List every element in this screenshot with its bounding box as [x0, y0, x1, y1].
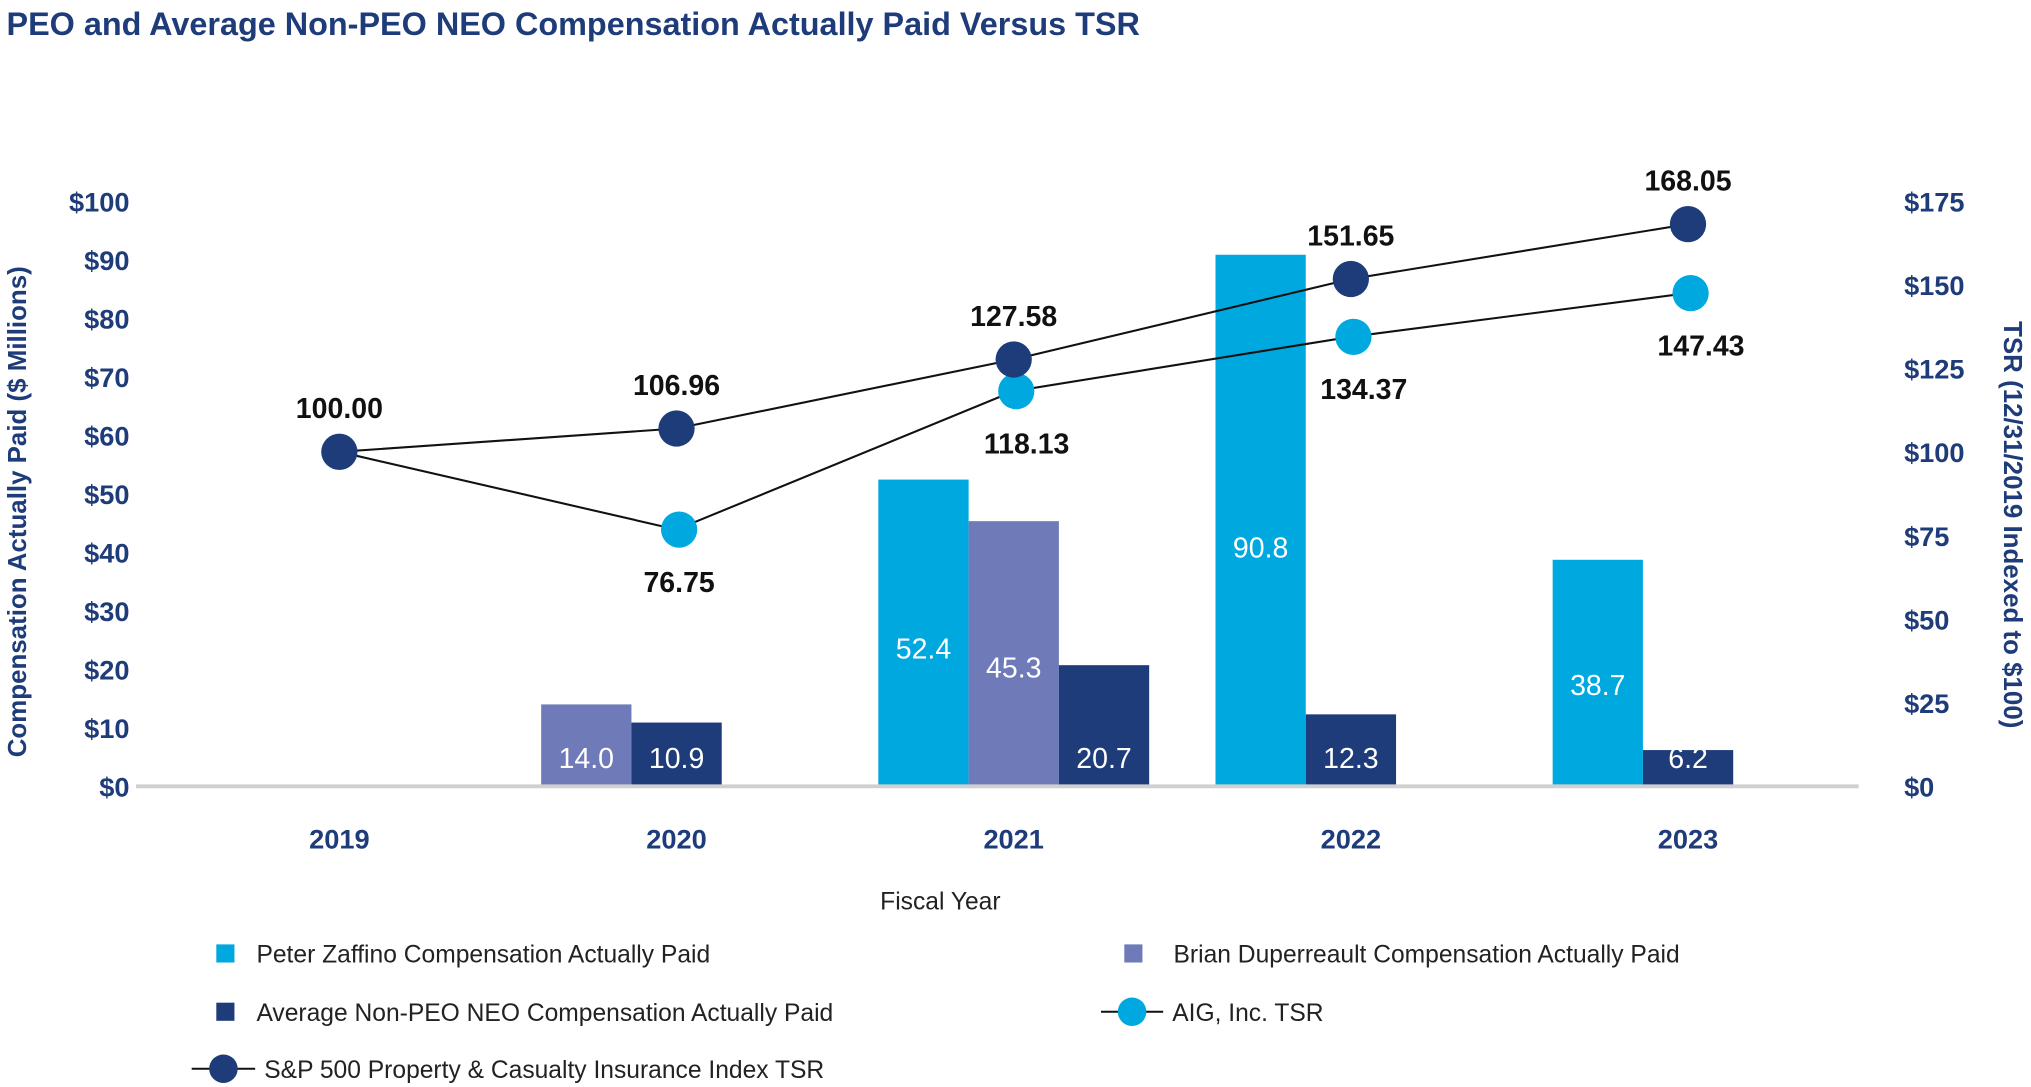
bar: [1642, 750, 1734, 787]
line-path: [339, 223, 1689, 453]
legend-swatch: [1124, 944, 1143, 963]
line-point: [1335, 318, 1372, 355]
x-tick-label: 2019: [309, 824, 369, 855]
right-tick-label: $25: [1904, 688, 1949, 719]
line-point: [1672, 275, 1709, 312]
left-tick-label: $50: [84, 479, 129, 510]
point-label: 168.05: [1644, 165, 1731, 197]
bars: 14.0 10.9 52.4 45.3 20.7 90.8 12.3 38.7 6.2: [541, 254, 1734, 787]
line-point: [995, 341, 1032, 378]
legend-marker: [1117, 997, 1147, 1026]
x-tick-label: 2020: [646, 824, 706, 855]
bar: [631, 722, 722, 787]
left-tick-label: $0: [99, 772, 129, 803]
point-label: 151.65: [1307, 220, 1394, 252]
legend-swatch: [216, 944, 235, 963]
line-point: [658, 410, 695, 447]
right-tick-label: $0: [1904, 772, 1934, 803]
legend-label: Average Non-PEO NEO Compensation Actuall…: [256, 1000, 833, 1027]
left-tick-label: $10: [84, 713, 129, 744]
left-tick-label: $80: [84, 303, 129, 334]
bar-label: 12.3: [1323, 743, 1378, 775]
left-tick-label: $60: [84, 420, 129, 451]
x-tick-label: 2021: [983, 824, 1043, 855]
x-axis-ticks: 2019 2020 2021 2022 2023: [309, 824, 1718, 855]
bar-label: 20.7: [1076, 743, 1131, 775]
bar: [1305, 714, 1397, 787]
tsr-lines: 76.75 118.13 134.37 147.43 100.00 106.96 127.5…: [296, 165, 1745, 598]
legend: Peter Zaffino Compensation Actually Paid…: [191, 942, 1680, 1084]
legend-label: Peter Zaffino Compensation Actually Paid: [256, 942, 710, 969]
bar: [541, 704, 632, 787]
point-label: 134.37: [1320, 374, 1407, 406]
left-tick-label: $30: [84, 596, 129, 627]
left-axis-title: Compensation Actually Paid ($ Millions): [4, 266, 32, 757]
x-tick-label: 2023: [1658, 824, 1718, 855]
line-point: [321, 433, 358, 470]
bar: [1058, 665, 1150, 787]
legend-label: S&P 500 Property & Casualty Insurance In…: [264, 1057, 824, 1084]
right-tick-label: $150: [1904, 270, 1964, 301]
right-tick-label: $50: [1904, 604, 1949, 635]
point-label: 100.00: [296, 393, 383, 425]
left-tick-label: $40: [84, 538, 129, 569]
left-tick-label: $90: [84, 245, 129, 276]
bar-label: 90.8: [1233, 533, 1288, 565]
left-axis-ticks: $0 $10 $20 $30 $40 $50 $60 $70 $80 $90 $100: [69, 186, 129, 802]
right-axis-ticks: $0 $25 $50 $75 $100 $125 $150 $175: [1904, 186, 1964, 802]
bar: [1215, 254, 1306, 787]
x-tick-label: 2022: [1321, 824, 1381, 855]
x-axis-title: Fiscal Year: [880, 888, 1000, 915]
bar: [878, 479, 969, 787]
point-label: 106.96: [633, 370, 720, 402]
line-point: [1332, 260, 1369, 298]
bar-label: 10.9: [649, 743, 704, 775]
right-tick-label: $125: [1904, 354, 1964, 385]
right-tick-label: $100: [1904, 437, 1964, 468]
chart-title: PEO and Average Non-PEO NEO Compensation…: [6, 6, 1139, 42]
right-axis-title: TSR (12/31/2019 Indexed to $100): [1998, 321, 2026, 728]
left-tick-label: $70: [84, 362, 129, 393]
legend-swatch: [216, 1002, 235, 1021]
bar-label: 6.2: [1668, 743, 1708, 775]
left-tick-label: $20: [84, 655, 129, 686]
point-label: 127.58: [970, 301, 1057, 333]
bar-label: 52.4: [896, 634, 951, 666]
bar-label: 14.0: [559, 743, 614, 775]
bar-label: 38.7: [1570, 670, 1625, 702]
point-label: 76.75: [643, 567, 714, 599]
legend-marker: [209, 1054, 238, 1083]
line-point: [660, 511, 698, 548]
point-label: 147.43: [1657, 330, 1744, 362]
left-tick-label: $100: [69, 186, 129, 217]
bar: [1552, 559, 1643, 787]
point-label: 118.13: [984, 428, 1070, 460]
bar-label: 45.3: [986, 652, 1041, 684]
legend-label: AIG, Inc. TSR: [1172, 1000, 1323, 1027]
right-tick-label: $75: [1904, 521, 1949, 552]
bar: [968, 521, 1059, 787]
right-tick-label: $175: [1904, 186, 1964, 217]
legend-label: Brian Duperreault Compensation Actually …: [1174, 942, 1680, 969]
line-point: [1669, 206, 1707, 243]
line-point: [998, 373, 1035, 410]
